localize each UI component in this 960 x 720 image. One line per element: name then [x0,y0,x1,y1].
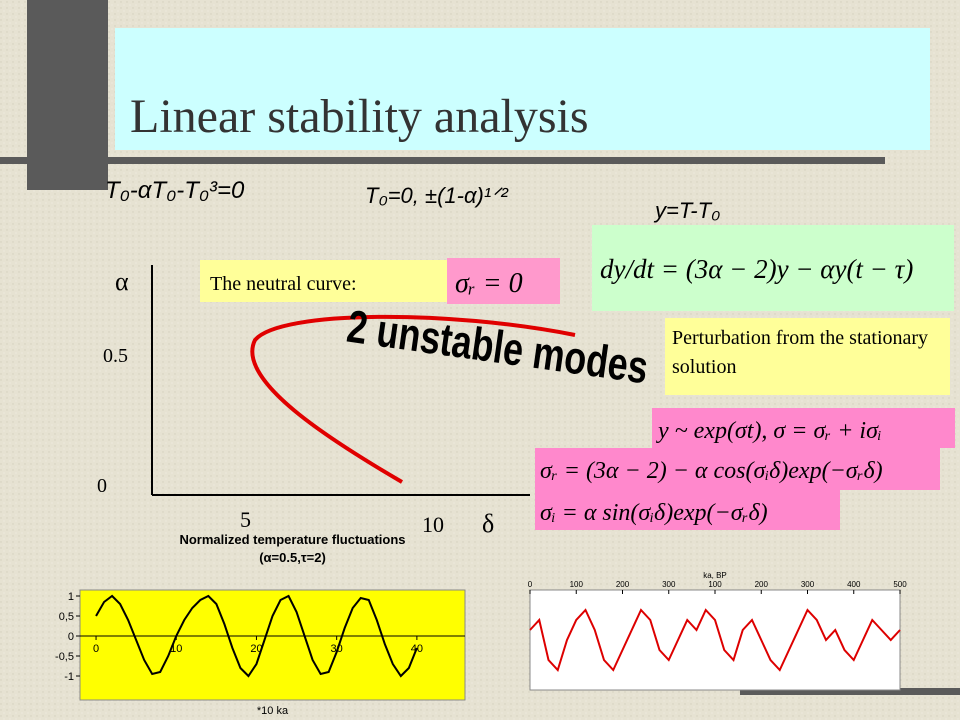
x-tick-label: 200 [755,580,769,589]
decor-line [0,157,885,164]
equation: σᵣ = (3α − 2) − α cos(σᵢδ)exp(−σᵣδ) [540,458,883,484]
decor-line [740,688,960,695]
tick-label: 0.5 [103,345,128,367]
note: Perturbation from the stationary solutio… [672,327,929,378]
x-tick-label: 0 [93,643,99,655]
equation: y=T-T₀ [653,198,720,223]
x-axis-label: *10 ka [257,705,289,717]
data-line [529,608,901,672]
equation-box [535,448,940,490]
note-text: Perturbation from the stationary solutio… [672,327,929,378]
y-tick-label: 1 [68,591,74,603]
equation: T₀-αT₀-T₀³=0 [105,177,245,204]
plot-area [79,589,466,701]
tick-label: 10 [422,512,444,537]
y-tick-label: -0,5 [55,651,74,663]
equation: T₀=0, ±(1-α)¹ᐟ² [365,183,508,208]
title: Linear stability analysis [130,90,589,143]
x-tick-label: 200 [616,580,630,589]
x-axis-label: ka, BP [703,571,727,580]
chart-title: Normalized temperature fluctuations [179,532,405,547]
equation-box [652,408,955,448]
x-tick-label: 0 [528,580,533,589]
equation-box [447,258,560,304]
equation-box [592,225,954,311]
neutral-curve [250,314,576,484]
equation: dy/dt = (3α − 2)y − αy(t − τ) [600,254,913,284]
axis-label: α [115,267,129,296]
x-tick-label: 300 [801,580,815,589]
equation: y ~ exp(σt), σ = σᵣ + iσᵢ [656,418,882,444]
x-tick-label: 400 [847,580,861,589]
note-box [665,318,950,395]
tick-label: 5 [240,507,251,532]
equation-box [535,490,840,530]
equation: σᵢ = α sin(σᵢδ)exp(−σᵣδ) [540,500,768,526]
axis-label: δ [482,509,494,538]
title-box [115,28,930,150]
y-tick-label: -1 [64,671,74,683]
equation: σᵣ = 0 [455,268,523,299]
x-tick-label: 300 [662,580,676,589]
chart-subtitle: (α=0.5,τ=2) [259,550,326,565]
neutral-label: The neutral curve: [210,273,357,295]
label-box [200,260,447,302]
plot-area [529,589,901,691]
data-line [95,594,418,678]
tick-label: 0 [97,475,107,497]
y-tick-label: 0 [68,631,74,643]
x-tick-label: 100 [570,580,584,589]
x-tick-label: 500 [893,580,907,589]
y-tick-label: 0,5 [59,611,74,623]
x-tick-label: 100 [708,580,722,589]
